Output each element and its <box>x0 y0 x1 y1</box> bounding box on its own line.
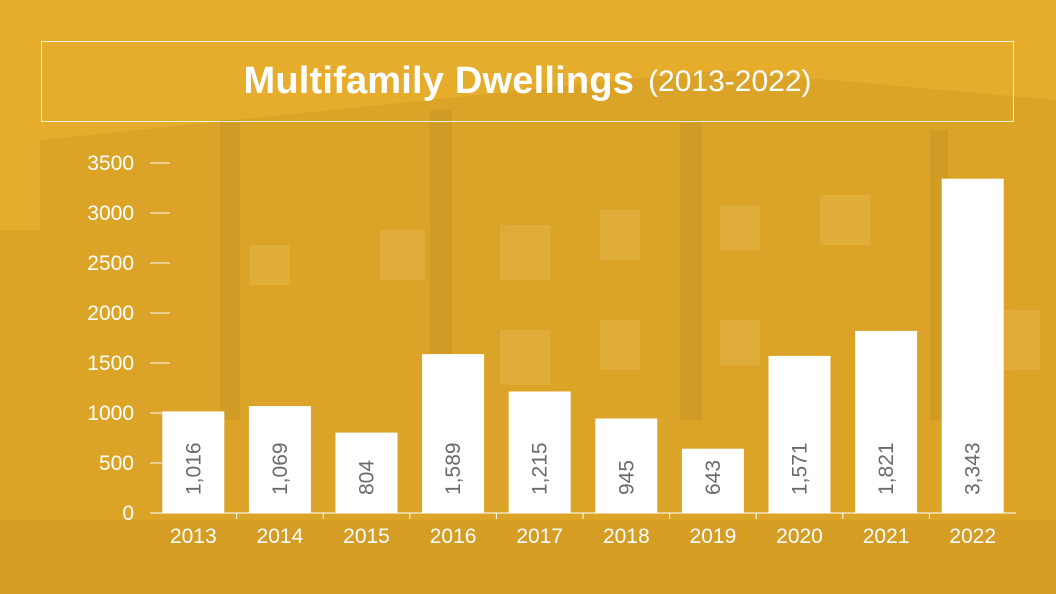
x-axis: 2013 2014 2015 2016 2017 2018 2019 2020 2021 2022 <box>150 512 1016 548</box>
y-tick-label: 500 <box>99 452 134 475</box>
y-tick-label: 1000 <box>87 402 134 425</box>
bar-value-label: 643 <box>702 460 725 495</box>
x-category-label: 2013 <box>170 525 217 548</box>
x-category-label: 2021 <box>863 525 910 548</box>
chart-title: Multifamily Dwellings <box>243 60 635 102</box>
y-tick-label: 1500 <box>87 352 134 375</box>
x-category-label: 2014 <box>257 525 304 548</box>
bar-value-label: 3,343 <box>962 442 985 495</box>
chart-title-range: (2013-2022) <box>648 64 812 98</box>
bar-value-label: 1,016 <box>182 442 205 495</box>
y-tick-label: 2000 <box>87 302 134 325</box>
bar <box>422 354 485 513</box>
x-category-label: 2017 <box>516 525 563 548</box>
y-tick-label: 2500 <box>87 252 134 275</box>
x-category-label: 2022 <box>949 525 996 548</box>
bar <box>855 330 918 513</box>
x-category-label: 2018 <box>603 525 650 548</box>
bar-value-label: 1,821 <box>875 442 898 495</box>
bar <box>941 178 1004 513</box>
x-category-label: 2016 <box>430 525 477 548</box>
bar-value-label: 1,215 <box>529 442 552 495</box>
y-axis: 0 500 1000 1500 2000 2500 3000 3500 <box>87 152 170 525</box>
x-category-label: 2020 <box>776 525 823 548</box>
bar <box>595 418 658 513</box>
bar <box>768 355 831 513</box>
bar <box>508 391 571 513</box>
bar-value-label: 1,589 <box>442 442 465 495</box>
bar-value-label: 945 <box>615 460 638 495</box>
chart-title-box: Multifamily Dwellings (2013-2022) <box>41 41 1014 122</box>
x-category-label: 2015 <box>343 525 390 548</box>
bar <box>248 406 311 513</box>
bar <box>162 411 225 513</box>
bar <box>335 432 398 513</box>
y-tick-label: 3000 <box>87 202 134 225</box>
bar-value-label: 804 <box>356 460 379 495</box>
bar-value-label: 1,069 <box>269 442 292 495</box>
bar <box>681 448 744 513</box>
y-tick-label: 0 <box>122 502 134 525</box>
x-category-label: 2019 <box>690 525 737 548</box>
bar-series: 1,016 1,069 804 1,589 1,215 945 643 1,571 1,821 3… <box>162 178 1004 513</box>
y-tick-label: 3500 <box>87 152 134 175</box>
bar-value-label: 1,571 <box>789 442 812 495</box>
